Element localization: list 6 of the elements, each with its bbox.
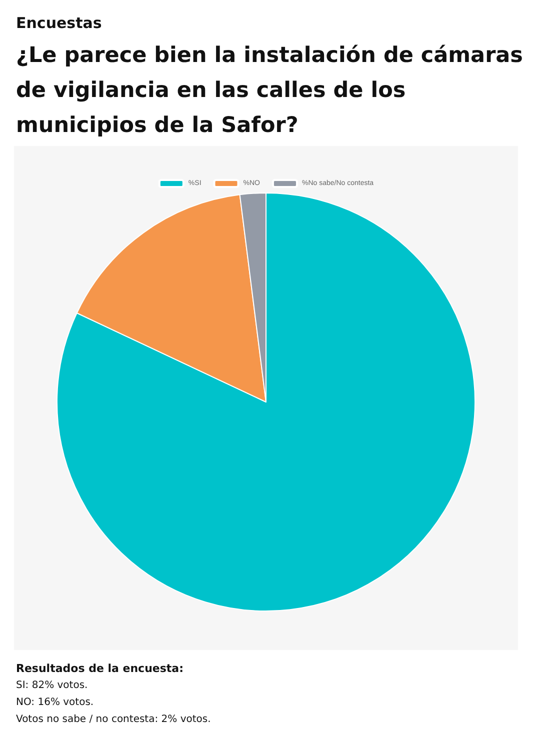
text: Resultados de la encuesta: xyxy=(16,661,184,677)
text: NO: 16% votos. xyxy=(16,696,95,710)
chart-title: ¿Le parece bien la instalación de cámaras de vigilancia en las calles de los municipios de la Safor? xyxy=(16,42,524,140)
text: Votos no sabe / no contesta: 2% votos. xyxy=(16,713,211,727)
chart-subtitle: Encuestas xyxy=(16,14,102,32)
text: SI: 82% votos. xyxy=(16,679,89,693)
